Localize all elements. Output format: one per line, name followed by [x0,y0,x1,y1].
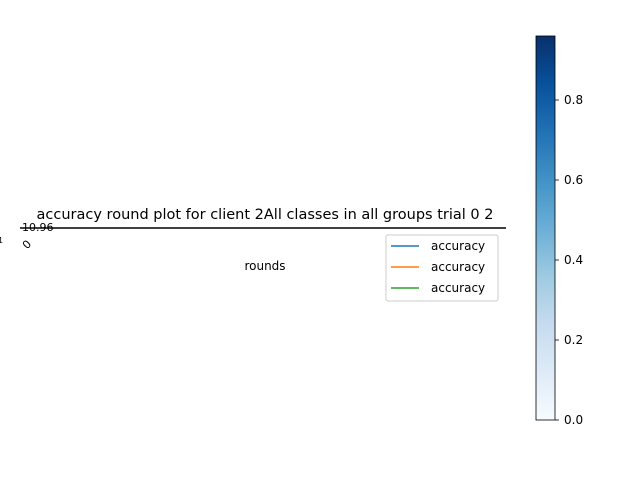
legend: accuracy accuracy accuracy [385,234,499,302]
chart-title: accuracy round plot for client 2All clas… [37,207,494,223]
legend-frame [385,234,499,302]
colorbar-gradient [535,35,556,421]
colorbar: 0.0 0.2 0.4 0.6 0.8 [535,35,583,427]
colorbar-tick-label: 0.6 [564,173,583,187]
colorbar-tick-label: 0.4 [564,253,583,267]
tick-label: 10.96 [22,221,54,234]
legend-label: accuracy [431,260,485,274]
tick-label: 1 [0,236,3,245]
colorbar-tick-label: 0.2 [564,333,583,347]
tick-label: 0 [20,238,34,252]
x-axis-label: rounds [244,259,285,273]
legend-label: accuracy [431,281,485,295]
colorbar-tick-label: 0.0 [564,413,583,427]
colorbar-tick-label: 0.8 [564,93,583,107]
legend-label: accuracy [431,239,485,253]
